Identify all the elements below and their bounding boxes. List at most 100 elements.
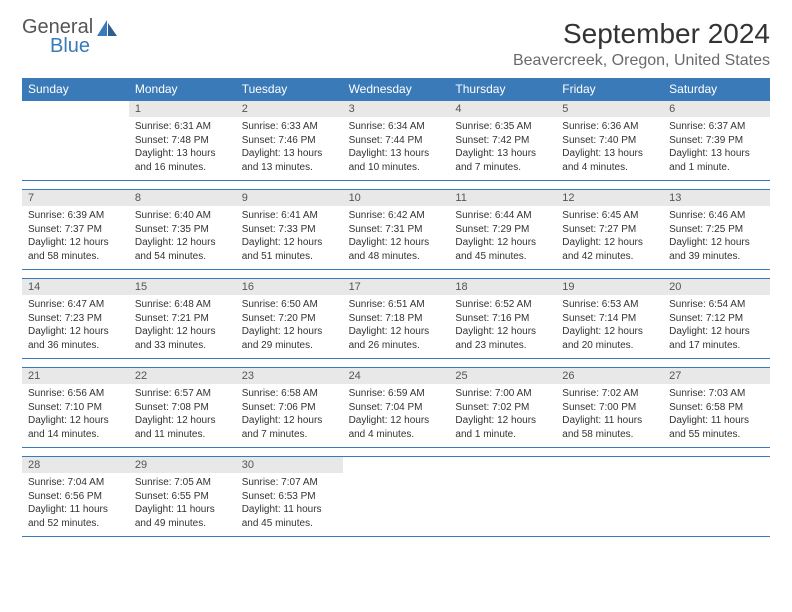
day-body: Sunrise: 6:41 AMSunset: 7:33 PMDaylight:… bbox=[236, 206, 343, 269]
day-number: 24 bbox=[343, 368, 450, 384]
day-number: 21 bbox=[22, 368, 129, 384]
day-cell: 2Sunrise: 6:33 AMSunset: 7:46 PMDaylight… bbox=[236, 101, 343, 180]
logo-text: General Blue bbox=[22, 18, 93, 56]
day-cell: 9Sunrise: 6:41 AMSunset: 7:33 PMDaylight… bbox=[236, 190, 343, 269]
day-cell: 19Sunrise: 6:53 AMSunset: 7:14 PMDayligh… bbox=[556, 279, 663, 358]
day-body: Sunrise: 6:53 AMSunset: 7:14 PMDaylight:… bbox=[556, 295, 663, 358]
day-cell: 15Sunrise: 6:48 AMSunset: 7:21 PMDayligh… bbox=[129, 279, 236, 358]
day-header: Monday bbox=[129, 78, 236, 100]
day-number: 17 bbox=[343, 279, 450, 295]
day-cell: .. bbox=[556, 457, 663, 536]
day-cell: .. bbox=[449, 457, 556, 536]
day-body: Sunrise: 6:36 AMSunset: 7:40 PMDaylight:… bbox=[556, 117, 663, 180]
day-body: Sunrise: 6:40 AMSunset: 7:35 PMDaylight:… bbox=[129, 206, 236, 269]
day-cell: 3Sunrise: 6:34 AMSunset: 7:44 PMDaylight… bbox=[343, 101, 450, 180]
day-number: 22 bbox=[129, 368, 236, 384]
day-number: 7 bbox=[22, 190, 129, 206]
week-row: 21Sunrise: 6:56 AMSunset: 7:10 PMDayligh… bbox=[22, 367, 770, 448]
day-cell: 24Sunrise: 6:59 AMSunset: 7:04 PMDayligh… bbox=[343, 368, 450, 447]
day-cell: 17Sunrise: 6:51 AMSunset: 7:18 PMDayligh… bbox=[343, 279, 450, 358]
day-cell: 4Sunrise: 6:35 AMSunset: 7:42 PMDaylight… bbox=[449, 101, 556, 180]
day-body: Sunrise: 6:56 AMSunset: 7:10 PMDaylight:… bbox=[22, 384, 129, 447]
day-number: 28 bbox=[22, 457, 129, 473]
day-cell: 10Sunrise: 6:42 AMSunset: 7:31 PMDayligh… bbox=[343, 190, 450, 269]
day-cell: 5Sunrise: 6:36 AMSunset: 7:40 PMDaylight… bbox=[556, 101, 663, 180]
day-body: Sunrise: 7:03 AMSunset: 6:58 PMDaylight:… bbox=[663, 384, 770, 447]
day-cell: .. bbox=[343, 457, 450, 536]
day-number: 3 bbox=[343, 101, 450, 117]
day-body: Sunrise: 6:35 AMSunset: 7:42 PMDaylight:… bbox=[449, 117, 556, 180]
day-body: Sunrise: 6:33 AMSunset: 7:46 PMDaylight:… bbox=[236, 117, 343, 180]
week-row: ..1Sunrise: 6:31 AMSunset: 7:48 PMDaylig… bbox=[22, 100, 770, 181]
day-body: Sunrise: 6:57 AMSunset: 7:08 PMDaylight:… bbox=[129, 384, 236, 447]
day-header: Wednesday bbox=[343, 78, 450, 100]
day-body: Sunrise: 6:44 AMSunset: 7:29 PMDaylight:… bbox=[449, 206, 556, 269]
day-cell: 13Sunrise: 6:46 AMSunset: 7:25 PMDayligh… bbox=[663, 190, 770, 269]
day-number: 30 bbox=[236, 457, 343, 473]
day-cell: 7Sunrise: 6:39 AMSunset: 7:37 PMDaylight… bbox=[22, 190, 129, 269]
day-number: 15 bbox=[129, 279, 236, 295]
day-cell: 20Sunrise: 6:54 AMSunset: 7:12 PMDayligh… bbox=[663, 279, 770, 358]
day-number: 6 bbox=[663, 101, 770, 117]
day-cell: 29Sunrise: 7:05 AMSunset: 6:55 PMDayligh… bbox=[129, 457, 236, 536]
day-header-row: Sunday Monday Tuesday Wednesday Thursday… bbox=[22, 78, 770, 100]
day-cell: 14Sunrise: 6:47 AMSunset: 7:23 PMDayligh… bbox=[22, 279, 129, 358]
day-cell: 30Sunrise: 7:07 AMSunset: 6:53 PMDayligh… bbox=[236, 457, 343, 536]
day-cell: 18Sunrise: 6:52 AMSunset: 7:16 PMDayligh… bbox=[449, 279, 556, 358]
week-row: 14Sunrise: 6:47 AMSunset: 7:23 PMDayligh… bbox=[22, 278, 770, 359]
day-number: 26 bbox=[556, 368, 663, 384]
day-cell: 27Sunrise: 7:03 AMSunset: 6:58 PMDayligh… bbox=[663, 368, 770, 447]
day-cell: 11Sunrise: 6:44 AMSunset: 7:29 PMDayligh… bbox=[449, 190, 556, 269]
day-body: Sunrise: 6:54 AMSunset: 7:12 PMDaylight:… bbox=[663, 295, 770, 358]
day-body: Sunrise: 6:48 AMSunset: 7:21 PMDaylight:… bbox=[129, 295, 236, 358]
day-number: 10 bbox=[343, 190, 450, 206]
day-number: 23 bbox=[236, 368, 343, 384]
day-body: Sunrise: 6:46 AMSunset: 7:25 PMDaylight:… bbox=[663, 206, 770, 269]
day-number: 2 bbox=[236, 101, 343, 117]
day-number: 9 bbox=[236, 190, 343, 206]
day-body: Sunrise: 6:31 AMSunset: 7:48 PMDaylight:… bbox=[129, 117, 236, 180]
day-body: Sunrise: 7:02 AMSunset: 7:00 PMDaylight:… bbox=[556, 384, 663, 447]
day-body: Sunrise: 7:04 AMSunset: 6:56 PMDaylight:… bbox=[22, 473, 129, 536]
day-body: Sunrise: 6:51 AMSunset: 7:18 PMDaylight:… bbox=[343, 295, 450, 358]
day-body: Sunrise: 7:07 AMSunset: 6:53 PMDaylight:… bbox=[236, 473, 343, 536]
day-number: 8 bbox=[129, 190, 236, 206]
day-number: 13 bbox=[663, 190, 770, 206]
day-body: Sunrise: 6:34 AMSunset: 7:44 PMDaylight:… bbox=[343, 117, 450, 180]
day-cell: 1Sunrise: 6:31 AMSunset: 7:48 PMDaylight… bbox=[129, 101, 236, 180]
day-body: Sunrise: 6:37 AMSunset: 7:39 PMDaylight:… bbox=[663, 117, 770, 180]
day-body: Sunrise: 6:42 AMSunset: 7:31 PMDaylight:… bbox=[343, 206, 450, 269]
day-cell: 8Sunrise: 6:40 AMSunset: 7:35 PMDaylight… bbox=[129, 190, 236, 269]
day-number: 20 bbox=[663, 279, 770, 295]
logo-sail-icon bbox=[97, 20, 119, 38]
day-number: 1 bbox=[129, 101, 236, 117]
day-cell: 22Sunrise: 6:57 AMSunset: 7:08 PMDayligh… bbox=[129, 368, 236, 447]
day-body: Sunrise: 6:50 AMSunset: 7:20 PMDaylight:… bbox=[236, 295, 343, 358]
day-body: Sunrise: 7:00 AMSunset: 7:02 PMDaylight:… bbox=[449, 384, 556, 447]
week-row: 28Sunrise: 7:04 AMSunset: 6:56 PMDayligh… bbox=[22, 456, 770, 537]
day-cell: 23Sunrise: 6:58 AMSunset: 7:06 PMDayligh… bbox=[236, 368, 343, 447]
day-header: Friday bbox=[556, 78, 663, 100]
day-body: Sunrise: 6:39 AMSunset: 7:37 PMDaylight:… bbox=[22, 206, 129, 269]
day-body: Sunrise: 6:52 AMSunset: 7:16 PMDaylight:… bbox=[449, 295, 556, 358]
calendar: Sunday Monday Tuesday Wednesday Thursday… bbox=[22, 78, 770, 537]
day-body: Sunrise: 6:59 AMSunset: 7:04 PMDaylight:… bbox=[343, 384, 450, 447]
day-number: 11 bbox=[449, 190, 556, 206]
day-cell: 21Sunrise: 6:56 AMSunset: 7:10 PMDayligh… bbox=[22, 368, 129, 447]
header: General Blue September 2024 Beavercreek,… bbox=[22, 18, 770, 70]
day-number: 29 bbox=[129, 457, 236, 473]
day-body: Sunrise: 6:45 AMSunset: 7:27 PMDaylight:… bbox=[556, 206, 663, 269]
logo: General Blue bbox=[22, 18, 119, 56]
day-cell: .. bbox=[663, 457, 770, 536]
location: Beavercreek, Oregon, United States bbox=[513, 52, 770, 70]
title-block: September 2024 Beavercreek, Oregon, Unit… bbox=[513, 18, 770, 70]
day-header: Saturday bbox=[663, 78, 770, 100]
day-number: 18 bbox=[449, 279, 556, 295]
day-header: Sunday bbox=[22, 78, 129, 100]
day-cell: .. bbox=[22, 101, 129, 180]
day-body: Sunrise: 7:05 AMSunset: 6:55 PMDaylight:… bbox=[129, 473, 236, 536]
day-body: Sunrise: 6:58 AMSunset: 7:06 PMDaylight:… bbox=[236, 384, 343, 447]
day-number: 5 bbox=[556, 101, 663, 117]
day-number: 12 bbox=[556, 190, 663, 206]
day-cell: 25Sunrise: 7:00 AMSunset: 7:02 PMDayligh… bbox=[449, 368, 556, 447]
